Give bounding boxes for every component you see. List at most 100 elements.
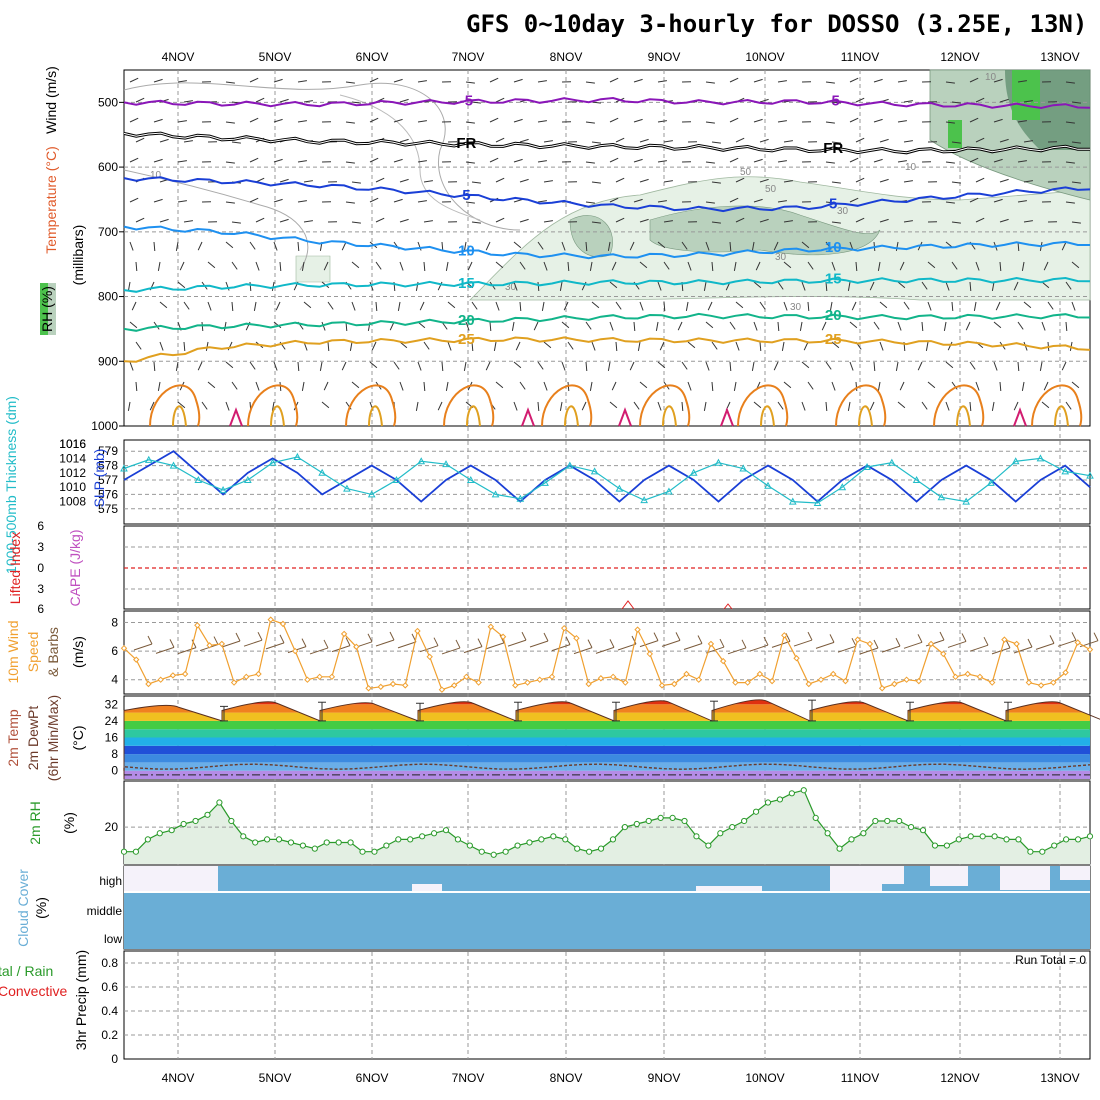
lifted-index-spike [723, 603, 733, 610]
wind10m-barb-feather [367, 633, 373, 643]
wind10m-barb [881, 645, 901, 653]
wind-barb [513, 118, 523, 123]
wind-barb [201, 321, 204, 332]
ylabel-wind10m-barbs: & Barbs [45, 627, 61, 677]
wind-barb [927, 381, 936, 389]
wind-barb [131, 301, 137, 311]
wind10m-barb-feather [147, 635, 153, 645]
wind-barb [255, 97, 265, 103]
wind-barb [945, 81, 955, 84]
wind-barb [783, 180, 793, 183]
cloud-fill [124, 866, 1090, 949]
wind-barb [969, 157, 979, 163]
wind10m-barb [573, 647, 593, 655]
wind10m-barb [221, 640, 241, 648]
wind-barb [753, 78, 763, 83]
wind-barb [423, 261, 426, 272]
rh2m-point [466, 842, 473, 849]
wind-barb [825, 161, 835, 164]
wind-barb [537, 281, 540, 292]
wind-barb [897, 281, 906, 289]
wind-barb [657, 80, 667, 83]
wind-barb [1065, 281, 1072, 290]
wind-barb [897, 401, 906, 409]
chart-title: GFS 0~10day 3-hourly for DOSSO (3.25E, 1… [466, 10, 1088, 38]
wind-barb [639, 301, 644, 311]
wind-barb [559, 281, 563, 291]
wind-barb [129, 157, 139, 163]
wind-barb [585, 241, 588, 252]
wind-speed-point [695, 676, 702, 683]
wind-barb [273, 78, 283, 83]
wind-barb [801, 361, 810, 369]
thickness-point [120, 464, 128, 472]
wind-speed-point [157, 676, 164, 683]
wind-barb [129, 77, 139, 83]
rh2m-point [812, 814, 819, 821]
wind-barb [303, 301, 312, 309]
wind-barb [519, 261, 526, 270]
ylabel-temp: Temperature (°C) [43, 146, 59, 254]
diurnal-temp-loop-inner [1054, 405, 1069, 427]
wind-speed-point [915, 677, 923, 685]
wind-barb [417, 361, 422, 371]
wind-barb [831, 101, 841, 104]
wind-barb [609, 321, 614, 331]
thickness-point [689, 468, 698, 476]
wind-barb [705, 241, 710, 251]
wind-barb [581, 401, 587, 411]
rh2m-point [943, 842, 950, 849]
rh-contour-label: 30 [505, 282, 517, 293]
temp-band [124, 729, 1090, 738]
wind-speed-point [1001, 636, 1008, 643]
wind-barb [877, 381, 881, 391]
wind-speed-point [1062, 669, 1069, 676]
wind-barb [567, 261, 570, 272]
slp-tick-label: 1008 [59, 495, 86, 509]
wind-barb [633, 118, 643, 123]
wind-barb [729, 321, 736, 330]
diurnal-temp-loop [443, 384, 495, 427]
ylabel-pressure: (millibars) [70, 225, 86, 286]
wind-barb [639, 261, 648, 269]
wind10m-barb-feather [1005, 639, 1011, 649]
wind-barb [1017, 120, 1027, 123]
wind-barb [543, 220, 553, 223]
wind-barb [563, 301, 569, 311]
wind-speed-point [340, 630, 348, 638]
wind-barb [711, 261, 714, 272]
wind-barb [1017, 361, 1020, 372]
temp-contour-label: 25 [825, 331, 842, 348]
wind-barb [825, 121, 835, 124]
wind10m-barb-feather [477, 638, 483, 647]
ylabel-cloud-unit: (%) [33, 897, 49, 919]
cloud-break [830, 866, 882, 892]
rh2m-point [1027, 848, 1034, 855]
wind-barb [753, 281, 762, 289]
wind10m-barb-feather [939, 631, 945, 641]
wind-barb [733, 261, 737, 271]
wind-speed-point [145, 680, 152, 688]
wind-speed-point [1037, 682, 1045, 689]
wind-barb [831, 341, 840, 349]
wind10m-barb-feather [829, 634, 835, 643]
wind-barb [153, 241, 156, 252]
temp-contour-25 [123, 336, 1091, 363]
temp-contour-label: 10 [825, 239, 842, 256]
rh2m-point [1063, 836, 1070, 843]
wind-barb [801, 281, 806, 291]
wind-barb [973, 301, 977, 311]
wind-barb [465, 81, 475, 84]
wind-barb [975, 261, 980, 271]
wind-barb [489, 321, 492, 332]
wind10m-barb [177, 647, 197, 655]
wind-barb [729, 77, 739, 83]
temp-tick-label: 16 [105, 731, 119, 745]
diurnal-temp-loop-inner [760, 405, 775, 427]
wind-barb [999, 98, 1009, 103]
wind-barb [519, 301, 522, 312]
temp-band [124, 720, 1090, 730]
wind-barb [807, 301, 810, 312]
wind-speed-point [952, 673, 959, 681]
thickness-tick-label: 579 [98, 444, 118, 458]
